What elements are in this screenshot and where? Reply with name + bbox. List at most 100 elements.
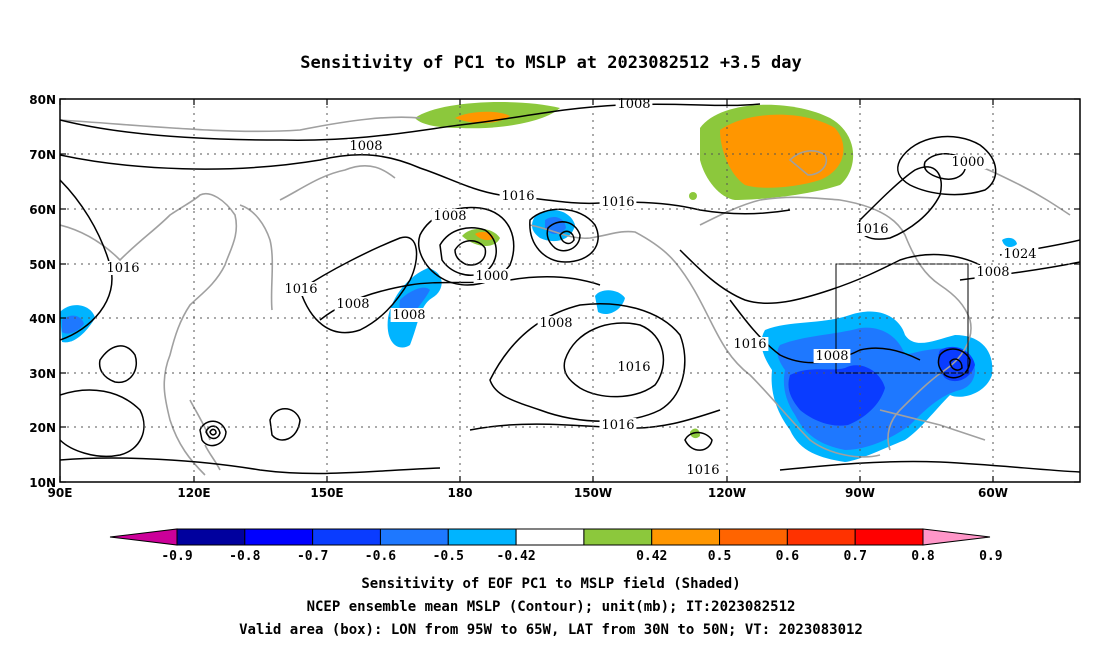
axis-ticks bbox=[59, 98, 1080, 483]
colorbar-label: -0.42 bbox=[497, 549, 536, 564]
contour-label: 1016 bbox=[601, 418, 634, 433]
coast-caribbean bbox=[879, 409, 986, 441]
lon-label: 90W bbox=[845, 486, 875, 500]
isobar-1008-south bbox=[60, 457, 441, 475]
contour-label: 1016 bbox=[501, 189, 534, 204]
coast-japan bbox=[239, 204, 274, 311]
lat-label: 80N bbox=[29, 93, 56, 107]
contour-label-bg bbox=[684, 463, 722, 477]
contour-label-bg bbox=[334, 297, 372, 311]
colorbar-segment bbox=[176, 528, 246, 546]
isobar-alaska-core bbox=[559, 230, 575, 245]
isobar-1008-low bbox=[418, 206, 515, 286]
colorbar-high-end bbox=[922, 528, 991, 546]
caption-line-1: Sensitivity of EOF PC1 to MSLP field (Sh… bbox=[361, 576, 740, 592]
contour-label-bg bbox=[731, 337, 769, 351]
coast-asia bbox=[60, 193, 238, 476]
shade-positive-canada-core bbox=[720, 114, 844, 188]
lat-label: 30N bbox=[29, 367, 56, 381]
contour-label: 1000 bbox=[475, 269, 508, 284]
isobar-1000-canada bbox=[897, 135, 997, 196]
contour-label: 1008 bbox=[976, 265, 1009, 280]
isobar-1000-canada-inner bbox=[923, 153, 967, 180]
contour-label: 1000 bbox=[951, 155, 984, 170]
contour-label-bg bbox=[431, 209, 469, 223]
contour-label-bg bbox=[390, 308, 428, 322]
isobar-1008-small bbox=[684, 431, 713, 451]
colorbar-segment bbox=[786, 528, 856, 546]
isobar-small-high bbox=[269, 408, 301, 441]
isobar-alaska-inner bbox=[546, 221, 581, 252]
contour-label: 1016 bbox=[733, 337, 766, 352]
lon-label: 60W bbox=[978, 486, 1008, 500]
contour-label: 1016 bbox=[284, 282, 317, 297]
colorbar-segment bbox=[379, 528, 449, 546]
isobar-typhoon-inner bbox=[205, 425, 221, 440]
lat-label: 10N bbox=[29, 476, 56, 490]
map-panel: 1008 1008 1000 1016 1016 1016 1016 1008 1000 1008… bbox=[29, 93, 1081, 500]
colorbar-segment bbox=[515, 528, 585, 546]
contour-label: 1008 bbox=[433, 209, 466, 224]
colorbar-label: -0.9 bbox=[161, 549, 192, 564]
caption-line-3: Valid area (box): LON from 95W to 65W, L… bbox=[239, 622, 863, 638]
contour-label: 1016 bbox=[106, 261, 139, 276]
colorbar-label: 0.7 bbox=[843, 549, 866, 564]
contour-label-bg bbox=[282, 282, 320, 296]
isobar-typhoon-outer bbox=[199, 420, 227, 447]
isobar-1024-high bbox=[563, 322, 665, 398]
contour-label: 1008 bbox=[336, 297, 369, 312]
contour-label-bg bbox=[473, 269, 511, 283]
isobar-west-1008 bbox=[60, 389, 145, 458]
colorbar-segment bbox=[583, 528, 653, 546]
coastlines bbox=[60, 116, 1071, 476]
coast-namerica-east bbox=[699, 196, 972, 451]
colorbar: -0.9 -0.8 -0.7 -0.6 -0.5 -0.42 0.42 0.5 0.6 0.7 0.… bbox=[109, 528, 1003, 564]
contour-label: 1016 bbox=[855, 222, 888, 237]
lon-label: 150E bbox=[310, 486, 343, 500]
colorbar-segment bbox=[651, 528, 721, 546]
isobars bbox=[60, 103, 1080, 475]
contour-label-bg bbox=[599, 195, 637, 209]
figure-title: Sensitivity of PC1 to MSLP at 2023082512… bbox=[300, 53, 802, 73]
lon-label: 150W bbox=[574, 486, 612, 500]
shade-negative-pacific-east bbox=[595, 290, 625, 315]
lon-label: 180 bbox=[447, 486, 472, 500]
isobar-1008-canada bbox=[858, 166, 942, 240]
colorbar-segment bbox=[719, 528, 788, 546]
lat-label: 40N bbox=[29, 312, 56, 326]
isobar-1016-high bbox=[489, 303, 686, 422]
contour-label: 1008 bbox=[392, 308, 425, 323]
colorbar-segment bbox=[447, 528, 517, 546]
contour-label-bg bbox=[537, 316, 575, 330]
colorbar-label: -0.6 bbox=[365, 549, 396, 564]
shade-negative-namerica-strong bbox=[788, 365, 885, 426]
contour-label-bg bbox=[347, 139, 385, 153]
contour-label: 1008 bbox=[617, 97, 650, 112]
contour-label-bg bbox=[949, 155, 987, 169]
contour-label: 1008 bbox=[539, 316, 572, 331]
contour-label: 1008 bbox=[349, 139, 382, 154]
colorbar-label: 0.6 bbox=[776, 549, 800, 564]
lon-label: 120E bbox=[177, 486, 210, 500]
colorbar-label: -0.7 bbox=[297, 549, 328, 564]
map-frame bbox=[59, 98, 1081, 483]
isobar-atlantic-low bbox=[937, 348, 971, 379]
contour-label: 1016 bbox=[686, 463, 719, 478]
colorbar-segment bbox=[312, 528, 381, 546]
isobar-typhoon-core bbox=[209, 428, 217, 436]
contour-label-bg bbox=[499, 189, 537, 203]
caption-line-2: NCEP ensemble mean MSLP (Contour); unit(… bbox=[307, 599, 796, 615]
lat-label: 60N bbox=[29, 203, 56, 217]
colorbar-label: 0.9 bbox=[979, 549, 1002, 564]
colorbar-low-end bbox=[109, 528, 178, 546]
contour-label: 1024 bbox=[1003, 247, 1036, 262]
contour-label-bg bbox=[813, 349, 851, 363]
contour-labels: 1008 1008 1000 1016 1016 1016 1016 1008 1000 1008… bbox=[104, 97, 1039, 478]
isobar-992-low bbox=[454, 240, 487, 266]
contour-label-bg bbox=[853, 222, 891, 236]
isobar-alaska-low bbox=[529, 208, 599, 263]
coast-siberia bbox=[60, 116, 421, 133]
lon-label: 90E bbox=[48, 486, 73, 500]
shade-negative-west-core bbox=[62, 315, 84, 334]
